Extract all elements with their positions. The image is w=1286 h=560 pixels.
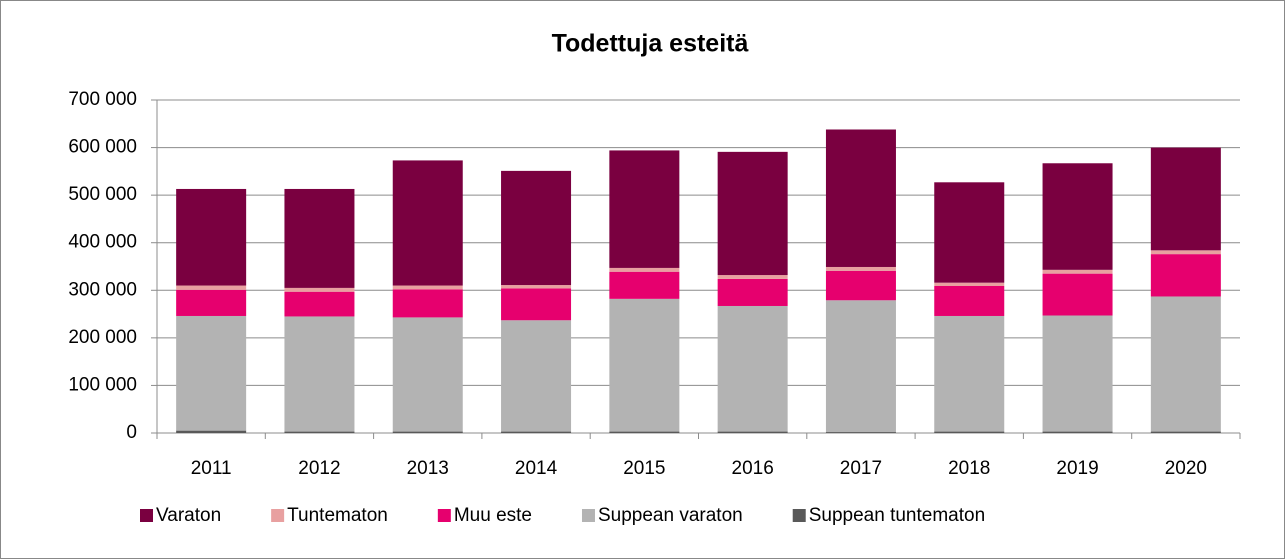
- bar-segment: [284, 431, 355, 433]
- bar-segment: [717, 151, 788, 276]
- legend-swatch: [140, 509, 153, 522]
- x-tick-label: 2012: [298, 458, 340, 479]
- chart-title: Todettuja esteitä: [552, 30, 749, 58]
- bar-segment: [825, 432, 896, 433]
- bar-segment: [1042, 273, 1113, 316]
- bar-segment: [284, 291, 355, 317]
- y-tick-label: 300 000: [68, 279, 137, 300]
- bar-segment: [934, 282, 1005, 287]
- y-tick-label: 200 000: [68, 327, 137, 348]
- bar-segment: [392, 285, 463, 290]
- bar-segment: [825, 266, 896, 271]
- bar-segment: [176, 285, 247, 290]
- bar-segment: [934, 182, 1005, 283]
- bar-segment: [609, 271, 680, 299]
- bar-segment: [501, 320, 572, 432]
- x-tick-label: 2015: [623, 458, 665, 479]
- bar-segment: [392, 289, 463, 318]
- bar-segment: [825, 300, 896, 433]
- bar-segment: [1150, 296, 1221, 432]
- bar-segment: [284, 316, 355, 432]
- bar-segment: [609, 150, 680, 268]
- x-tick-label: 2019: [1056, 458, 1098, 479]
- bar-segment: [825, 129, 896, 267]
- legend-label: Suppean tuntematon: [809, 505, 985, 526]
- bar-segment: [1150, 254, 1221, 297]
- bar-segment: [392, 160, 463, 286]
- bar-segment: [717, 305, 788, 432]
- bar-segment: [934, 431, 1005, 433]
- bar-segment: [176, 430, 247, 433]
- bar-segment: [1150, 250, 1221, 255]
- bar-segment: [717, 275, 788, 279]
- bar-segment: [284, 287, 355, 292]
- legend-label: Tuntematon: [287, 505, 388, 526]
- bar-segment: [1150, 147, 1221, 251]
- x-tick-label: 2013: [407, 458, 449, 479]
- legend-label: Muu este: [454, 505, 532, 526]
- y-tick-label: 600 000: [68, 137, 137, 158]
- legend-label: Varaton: [156, 505, 221, 526]
- y-tick-label: 700 000: [68, 89, 137, 110]
- x-tick-label: 2017: [840, 458, 882, 479]
- x-tick-label: 2011: [191, 458, 232, 479]
- bar-segment: [609, 298, 680, 432]
- legend-swatch: [437, 509, 451, 522]
- x-tick-label: 2018: [948, 458, 990, 479]
- legend-label: Suppean varaton: [598, 505, 743, 526]
- legend-swatch: [271, 509, 285, 522]
- x-tick-label: 2014: [515, 458, 558, 479]
- x-tick-label: 2016: [732, 458, 774, 479]
- bar-segment: [609, 267, 680, 272]
- bar-segment: [934, 315, 1005, 432]
- bar-segment: [1042, 315, 1113, 432]
- bar-segment: [717, 431, 788, 433]
- bar-segment: [176, 315, 247, 431]
- bar-segment: [392, 431, 463, 433]
- bar-segment: [501, 285, 572, 289]
- bar-segment: [609, 431, 680, 433]
- y-tick-label: 500 000: [68, 184, 137, 205]
- bar-segment: [1042, 163, 1113, 270]
- bar-segment: [176, 188, 247, 286]
- bar-segment: [392, 317, 463, 432]
- x-tick-label: 2020: [1165, 458, 1207, 479]
- bar-segment: [176, 289, 247, 316]
- bar-segment: [717, 278, 788, 306]
- bar-segment: [825, 270, 896, 301]
- bar-segment: [934, 286, 1005, 316]
- legend-swatch: [581, 509, 595, 522]
- bar-segment: [1042, 269, 1113, 274]
- bar-segment: [501, 431, 572, 433]
- y-tick-label: 100 000: [68, 374, 137, 395]
- legend-swatch: [792, 509, 806, 522]
- bar-segment: [284, 188, 355, 288]
- bar-segment: [501, 288, 572, 321]
- bar-segment: [501, 170, 572, 286]
- bar-segment: [1150, 431, 1221, 433]
- bar-segment: [1042, 431, 1113, 433]
- y-tick-label: 0: [126, 422, 137, 443]
- y-tick-label: 400 000: [68, 232, 137, 253]
